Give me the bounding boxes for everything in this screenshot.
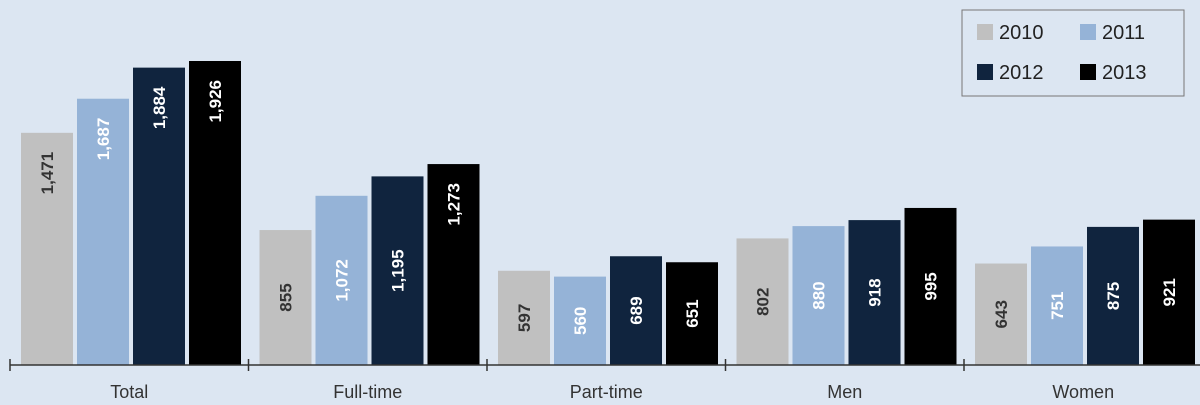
value-label: 651 — [683, 299, 702, 327]
value-label: 995 — [922, 272, 941, 300]
value-label: 689 — [627, 296, 646, 324]
bar-men-2013 — [904, 207, 957, 365]
category-labels: Total Full-time Part-time Men Women — [110, 382, 1114, 402]
bar-women-2011 — [1031, 246, 1083, 365]
bar-full-time-2012 — [371, 176, 424, 365]
legend-swatch-2011 — [1080, 24, 1096, 40]
bar-women-2012 — [1087, 226, 1139, 365]
value-label: 1,926 — [206, 80, 225, 123]
value-label: 1,072 — [333, 259, 352, 302]
value-label: 560 — [571, 307, 590, 335]
legend-label-2013: 2013 — [1102, 62, 1147, 84]
value-label: 751 — [1048, 292, 1067, 320]
value-label: 643 — [992, 300, 1011, 328]
bar-full-time-2011 — [315, 195, 368, 365]
bar-part-time-2010 — [498, 270, 550, 365]
category-label-men: Men — [827, 382, 862, 402]
value-label: 855 — [277, 283, 296, 311]
bar-men-2010 — [736, 238, 789, 365]
legend: 2010 2011 2012 2013 — [961, 9, 1185, 97]
legend-label-2011: 2011 — [1102, 22, 1145, 44]
bar-total-2011 — [77, 98, 129, 365]
value-label: 1,884 — [150, 86, 169, 129]
value-label: 875 — [1104, 282, 1123, 310]
value-label: 880 — [810, 281, 829, 309]
bar-part-time-2011 — [554, 276, 606, 365]
value-label: 802 — [754, 288, 773, 316]
bar-women-2010 — [975, 263, 1027, 365]
value-label: 1,471 — [38, 152, 57, 195]
legend-box — [961, 9, 1185, 97]
x-axis-ticks — [9, 359, 965, 371]
value-label: 921 — [1160, 278, 1179, 306]
bars-layer — [21, 61, 1195, 366]
bar-men-2011 — [792, 226, 845, 365]
bar-total-2010 — [21, 132, 73, 365]
bar-full-time-2013 — [427, 164, 480, 365]
value-labels-layer: 1,471 1,687 1,884 1,926 855 1,072 1,195 1,273 59… — [38, 80, 1179, 335]
legend-label-2012: 2012 — [999, 62, 1044, 84]
value-label: 1,273 — [445, 183, 464, 226]
bar-total-2013 — [189, 61, 241, 365]
legend-swatch-2012 — [977, 64, 993, 80]
value-label: 1,195 — [389, 249, 408, 292]
category-label-women: Women — [1052, 382, 1114, 402]
category-label-total: Total — [110, 382, 148, 402]
category-label-full-time: Full-time — [333, 382, 402, 402]
value-label: 918 — [866, 278, 885, 306]
bar-part-time-2012 — [610, 256, 662, 365]
value-label: 1,687 — [94, 118, 113, 161]
bar-men-2012 — [848, 220, 901, 365]
bar-part-time-2013 — [666, 262, 718, 365]
category-label-part-time: Part-time — [570, 382, 643, 402]
bar-full-time-2010 — [259, 230, 312, 365]
bar-total-2012 — [133, 67, 185, 366]
legend-swatch-2010 — [977, 24, 993, 40]
legend-label-2010: 2010 — [999, 22, 1044, 44]
value-label: 597 — [515, 304, 534, 332]
legend-swatch-2013 — [1080, 64, 1096, 80]
bar-women-2013 — [1143, 219, 1195, 365]
